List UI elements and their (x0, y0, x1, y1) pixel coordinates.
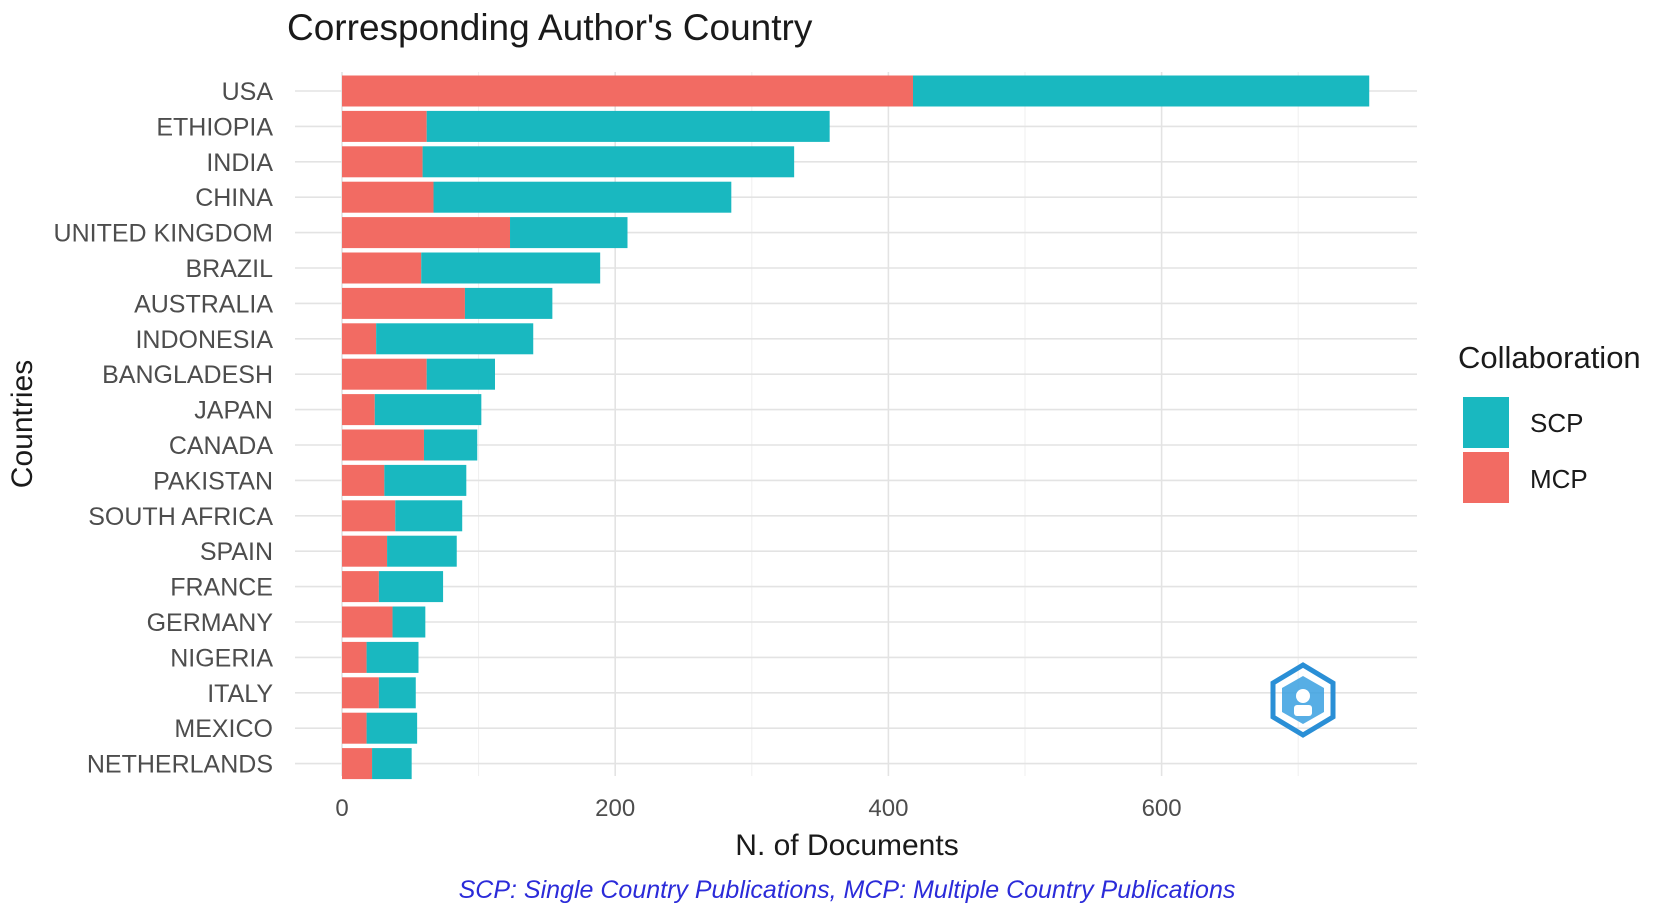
bar-mcp-germany (342, 606, 393, 638)
bar-scp-japan (374, 394, 482, 426)
x-tick-label: 0 (335, 795, 348, 822)
y-tick-label: FRANCE (170, 574, 273, 602)
bar-scp-spain (387, 535, 457, 567)
y-tick-label: GERMANY (147, 609, 274, 637)
y-tick-label: BANGLADESH (102, 361, 273, 389)
bar-scp-mexico (366, 712, 418, 744)
publisher-hexagon-logo (1270, 662, 1336, 738)
y-tick-label: UNITED KINGDOM (54, 220, 273, 248)
bar-scp-italy (378, 677, 416, 709)
bar-scp-france (378, 571, 444, 603)
y-tick-label: CANADA (169, 432, 274, 460)
bar-scp-south-africa (395, 500, 463, 532)
bar-scp-canada (423, 429, 478, 461)
bar-scp-india (422, 146, 795, 178)
bar-mcp-china (342, 181, 434, 213)
bar-scp-brazil (421, 252, 601, 284)
legend-label-mcp: MCP (1530, 464, 1588, 494)
y-axis-label: Countries (6, 360, 39, 488)
y-tick-label: INDONESIA (135, 326, 273, 354)
legend-label-scp: SCP (1530, 408, 1583, 438)
bar-mcp-usa (342, 75, 913, 107)
legend-swatch-mcp (1463, 452, 1509, 503)
bars (342, 75, 1370, 780)
bar-mcp-mexico (342, 712, 367, 744)
bar-scp-bangladesh (426, 358, 495, 390)
x-axis-label: N. of Documents (735, 829, 958, 862)
bar-scp-china (433, 181, 732, 213)
bar-mcp-india (342, 146, 423, 178)
bar-scp-united-kingdom (510, 217, 628, 249)
y-tick-label: CHINA (195, 184, 273, 212)
y-tick-label: PAKISTAN (153, 467, 273, 495)
y-tick-label: MEXICO (174, 715, 273, 743)
bar-mcp-italy (342, 677, 379, 709)
legend-title: Collaboration (1458, 340, 1641, 375)
bar-scp-indonesia (376, 323, 534, 355)
y-tick-label: ETHIOPIA (156, 113, 273, 141)
x-tick-label: 600 (1142, 795, 1182, 822)
bar-mcp-japan (342, 394, 375, 426)
bar-mcp-nigeria (342, 641, 367, 673)
y-tick-label: JAPAN (194, 397, 273, 425)
y-tick-label: ITALY (207, 680, 273, 708)
chart-caption: SCP: Single Country Publications, MCP: M… (459, 876, 1236, 904)
legend-swatch-scp (1463, 397, 1509, 448)
bar-mcp-spain (342, 535, 388, 567)
y-tick-labels: USA ETHIOPIA INDIA CHINA UNITED KINGDOM BRAZI… (54, 78, 274, 779)
bar-mcp-france (342, 571, 379, 603)
y-tick-label: INDIA (206, 149, 273, 177)
bar-mcp-canada (342, 429, 424, 461)
y-tick-label: USA (222, 78, 274, 106)
bar-scp-nigeria (366, 641, 419, 673)
bar-mcp-brazil (342, 252, 422, 284)
y-tick-label: SOUTH AFRICA (88, 503, 273, 531)
bar-scp-pakistan (384, 464, 467, 496)
bar-mcp-pakistan (342, 464, 385, 496)
y-tick-label: NIGERIA (170, 644, 273, 672)
bar-scp-ethiopia (426, 110, 830, 142)
bar-scp-netherlands (372, 748, 412, 780)
bar-mcp-australia (342, 287, 465, 319)
x-tick-label: 200 (595, 795, 635, 822)
x-tick-labels: 0 200 400 600 (335, 795, 1181, 822)
y-tick-label: BRAZIL (185, 255, 273, 283)
x-tick-label: 400 (868, 795, 908, 822)
y-tick-label: AUSTRALIA (134, 290, 273, 318)
bar-mcp-south-africa (342, 500, 396, 532)
bar-scp-usa (912, 75, 1370, 107)
bar-mcp-indonesia (342, 323, 377, 355)
y-tick-label: SPAIN (200, 538, 273, 566)
y-tick-label: NETHERLANDS (87, 751, 273, 779)
bar-mcp-united-kingdom (342, 217, 511, 249)
legend: Collaboration SCP MCP (1458, 340, 1641, 503)
bar-scp-australia (464, 287, 553, 319)
bar-mcp-ethiopia (342, 110, 427, 142)
chart-title: Corresponding Author's Country (287, 7, 813, 48)
bar-mcp-bangladesh (342, 358, 427, 390)
bar-mcp-netherlands (342, 748, 373, 780)
bar-scp-germany (392, 606, 426, 638)
